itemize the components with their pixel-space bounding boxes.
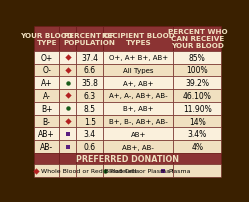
Bar [103, 115, 174, 128]
Text: 0.6: 0.6 [84, 142, 96, 152]
Bar [34, 52, 59, 64]
Text: B+: B+ [41, 104, 52, 113]
Bar [103, 27, 174, 52]
Bar [59, 153, 76, 165]
Text: 35.8: 35.8 [81, 79, 98, 88]
Bar [103, 128, 174, 141]
Bar [103, 153, 174, 165]
Text: 46.10%: 46.10% [183, 92, 212, 101]
Bar [76, 64, 103, 77]
Text: 85%: 85% [189, 53, 206, 62]
Bar [76, 77, 103, 90]
Text: 4%: 4% [191, 142, 203, 152]
Text: All Types: All Types [123, 68, 154, 74]
Bar [34, 153, 59, 165]
Text: 1.5: 1.5 [84, 117, 96, 126]
Bar [59, 128, 76, 141]
Bar [34, 165, 59, 177]
Bar [59, 52, 76, 64]
Bar [103, 102, 174, 115]
Bar [59, 64, 76, 77]
Bar [103, 64, 174, 77]
Bar [174, 153, 221, 165]
Text: 3.4: 3.4 [84, 130, 96, 139]
Text: O+: O+ [41, 53, 53, 62]
Bar [76, 165, 103, 177]
Text: A+, AB+: A+, AB+ [123, 80, 154, 86]
Text: 6.3: 6.3 [84, 92, 96, 101]
Text: O-: O- [42, 66, 51, 75]
Bar [76, 128, 103, 141]
Bar [103, 52, 174, 64]
Bar [34, 90, 59, 102]
Text: AB-: AB- [40, 142, 53, 152]
Bar [174, 128, 221, 141]
Bar [103, 165, 174, 177]
Bar [34, 115, 59, 128]
Text: 100%: 100% [187, 66, 208, 75]
Bar [174, 102, 221, 115]
Text: AB+: AB+ [38, 130, 55, 139]
Text: YOUR BLOOD
TYPE: YOUR BLOOD TYPE [20, 33, 73, 45]
Text: B+, B-, AB+, AB-: B+, B-, AB+, AB- [109, 119, 168, 124]
Text: 11.90%: 11.90% [183, 104, 212, 113]
Bar [174, 90, 221, 102]
Bar [103, 77, 174, 90]
Text: PERCENT OF
POPULATION: PERCENT OF POPULATION [64, 33, 116, 45]
Text: 37.4: 37.4 [81, 53, 98, 62]
Text: 8.5: 8.5 [84, 104, 96, 113]
Text: 39.2%: 39.2% [185, 79, 209, 88]
Text: A+: A+ [41, 79, 53, 88]
Bar [174, 141, 221, 153]
Bar [34, 141, 59, 153]
Text: Platelets or Plasma: Platelets or Plasma [110, 168, 170, 174]
Bar [103, 90, 174, 102]
Text: 14%: 14% [189, 117, 206, 126]
Bar [103, 141, 174, 153]
Text: O+, A+ B+, AB+: O+, A+ B+, AB+ [109, 55, 168, 61]
Bar [59, 77, 76, 90]
Bar [34, 27, 59, 52]
Bar [76, 102, 103, 115]
Bar [174, 165, 221, 177]
Text: A-: A- [43, 92, 51, 101]
Text: B-: B- [43, 117, 51, 126]
Text: PERCENT WHO
CAN RECEIVE
YOUR BLOOD: PERCENT WHO CAN RECEIVE YOUR BLOOD [168, 29, 227, 49]
Bar [59, 27, 76, 52]
Bar [34, 128, 59, 141]
Text: B+, AB+: B+, AB+ [123, 106, 154, 112]
Text: PREFERRED DONATION: PREFERRED DONATION [76, 155, 179, 163]
Bar [174, 115, 221, 128]
Bar [76, 141, 103, 153]
Text: 6.6: 6.6 [84, 66, 96, 75]
Bar [34, 77, 59, 90]
Text: RECIPIENT BLOOD
TYPES: RECIPIENT BLOOD TYPES [102, 33, 175, 45]
Bar [174, 64, 221, 77]
Bar [174, 27, 221, 52]
Bar [59, 115, 76, 128]
Text: 3.4%: 3.4% [188, 130, 207, 139]
Bar [174, 52, 221, 64]
Bar [76, 90, 103, 102]
Bar [59, 165, 76, 177]
Bar [59, 102, 76, 115]
Bar [34, 64, 59, 77]
Bar [174, 77, 221, 90]
Bar [59, 141, 76, 153]
Bar [76, 27, 103, 52]
Text: A+, A-, AB+, AB-: A+, A-, AB+, AB- [109, 93, 168, 99]
Text: AB+, AB-: AB+, AB- [123, 144, 154, 150]
Bar [59, 90, 76, 102]
Bar [76, 115, 103, 128]
Text: Whole Blood or Red Blood Cells: Whole Blood or Red Blood Cells [41, 168, 139, 174]
Bar [76, 153, 103, 165]
Text: AB+: AB+ [131, 131, 146, 137]
Bar [34, 102, 59, 115]
Bar [76, 52, 103, 64]
Text: Plasma: Plasma [168, 168, 191, 174]
